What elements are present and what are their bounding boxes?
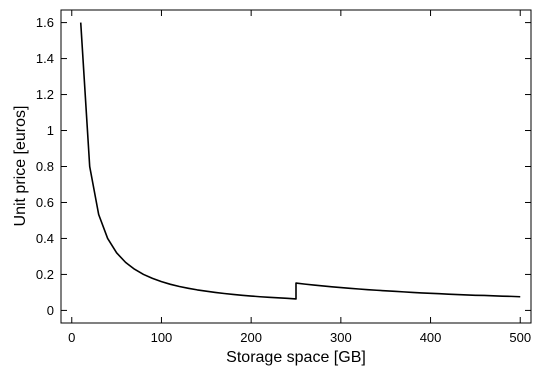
tick-marks	[61, 10, 531, 323]
y-tick-label: 1	[47, 123, 54, 138]
y-tick-label: 0.4	[36, 231, 54, 246]
x-tick-label: 200	[240, 330, 262, 345]
y-tick-labels: 0 0.2 0.4 0.6 0.8 1 1.2 1.4 1.6	[36, 15, 54, 318]
y-tick-label: 0.6	[36, 195, 54, 210]
plot-frame	[60, 9, 532, 324]
x-tick-label: 400	[420, 330, 442, 345]
x-axis-label: Storage space [GB]	[226, 349, 366, 366]
y-tick-label: 0	[47, 303, 54, 318]
x-tick-labels: 0 100 200 300 400 500	[68, 330, 531, 345]
y-tick-label: 1.6	[36, 15, 54, 30]
x-tick-label: 100	[151, 330, 173, 345]
x-tick-label: 0	[68, 330, 75, 345]
price-curve-line	[79, 22, 521, 300]
y-tick-label: 1.4	[36, 51, 54, 66]
x-tick-label: 300	[330, 330, 352, 345]
y-tick-label: 0.8	[36, 159, 54, 174]
y-axis-label: Unit price [euros]	[12, 106, 29, 227]
y-tick-label: 0.2	[36, 267, 54, 282]
x-tick-label: 500	[509, 330, 531, 345]
y-tick-label: 1.2	[36, 87, 54, 102]
series-layer	[79, 22, 521, 300]
